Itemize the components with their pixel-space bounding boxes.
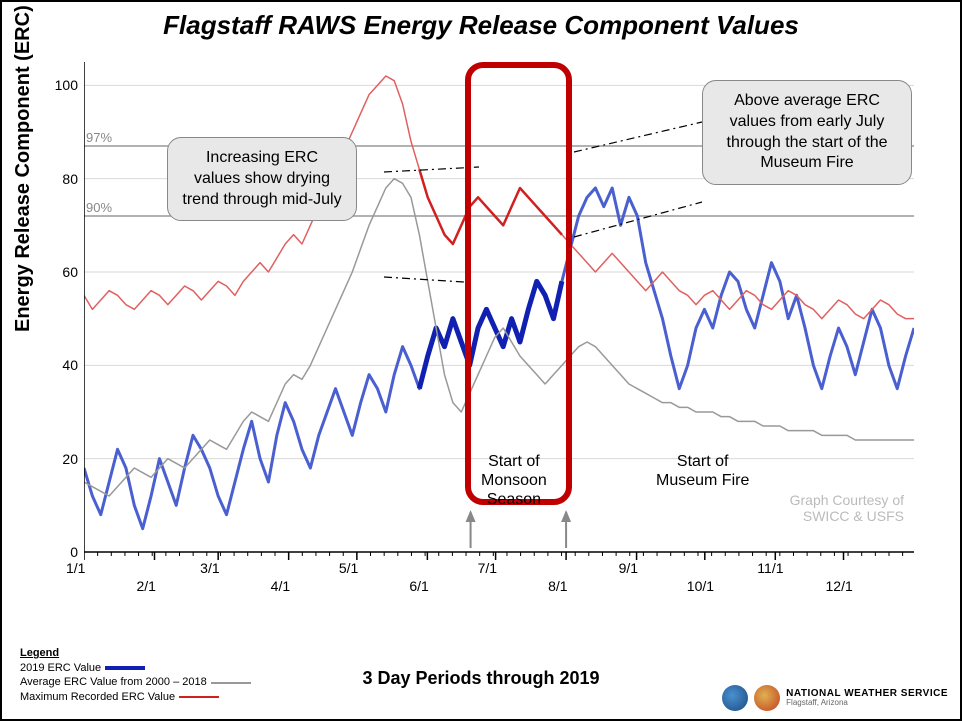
callout-above-avg: Above average ERC values from early July… xyxy=(702,80,912,185)
x-tick-label: 8/1 xyxy=(548,578,567,594)
x-tick-label: 12/1 xyxy=(826,578,853,594)
y-tick-label: 60 xyxy=(50,264,78,280)
x-tick-label: 10/1 xyxy=(687,578,714,594)
x-tick-label: 7/1 xyxy=(478,560,497,576)
legend-label: Maximum Recorded ERC Value xyxy=(20,690,175,704)
x-tick-label: 5/1 xyxy=(339,560,358,576)
nws-logo-icon xyxy=(754,685,780,711)
x-tick-label: 9/1 xyxy=(619,560,638,576)
x-tick-label: 11/1 xyxy=(757,560,783,576)
y-axis-label: Energy Release Component (ERC) xyxy=(12,5,35,332)
reference-line-label: 90% xyxy=(86,200,112,215)
y-tick-label: 100 xyxy=(50,77,78,93)
chart-frame: Flagstaff RAWS Energy Release Component … xyxy=(0,0,962,721)
legend-swatch xyxy=(105,666,145,670)
credit-text: Graph Courtesy of SWICC & USFS xyxy=(744,492,904,524)
legend-swatch xyxy=(179,696,219,698)
legend-swatch xyxy=(211,682,251,684)
y-tick-label: 80 xyxy=(50,171,78,187)
x-tick-label: 3/1 xyxy=(200,560,219,576)
x-tick-label: 2/1 xyxy=(136,578,155,594)
legend: Legend 2019 ERC ValueAverage ERC Value f… xyxy=(20,647,251,704)
legend-title: Legend xyxy=(20,647,251,659)
legend-row: Average ERC Value from 2000 – 2018 xyxy=(20,675,251,689)
chart-title: Flagstaff RAWS Energy Release Component … xyxy=(2,2,960,45)
x-tick-label: 1/1 xyxy=(66,560,85,576)
callout-drying: Increasing ERC values show drying trend … xyxy=(167,137,357,221)
footer-logos: NATIONAL WEATHER SERVICE Flagstaff, Ariz… xyxy=(722,685,948,711)
legend-label: 2019 ERC Value xyxy=(20,661,101,675)
noaa-logo-icon xyxy=(722,685,748,711)
nws-text: NATIONAL WEATHER SERVICE Flagstaff, Ariz… xyxy=(786,688,948,708)
legend-row: Maximum Recorded ERC Value xyxy=(20,690,251,704)
x-tick-label: 6/1 xyxy=(409,578,428,594)
legend-row: 2019 ERC Value xyxy=(20,661,251,675)
highlight-box xyxy=(465,62,573,505)
event-museum-fire-label: Start ofMuseum Fire xyxy=(656,452,749,490)
y-tick-label: 40 xyxy=(50,357,78,373)
legend-label: Average ERC Value from 2000 – 2018 xyxy=(20,675,207,689)
y-tick-label: 20 xyxy=(50,451,78,467)
nws-loc: Flagstaff, Arizona xyxy=(786,699,948,708)
y-tick-label: 0 xyxy=(50,544,78,560)
reference-line-label: 97% xyxy=(86,130,112,145)
x-tick-label: 4/1 xyxy=(271,578,290,594)
event-monsoon-label: Start ofMonsoonSeason xyxy=(481,452,547,510)
